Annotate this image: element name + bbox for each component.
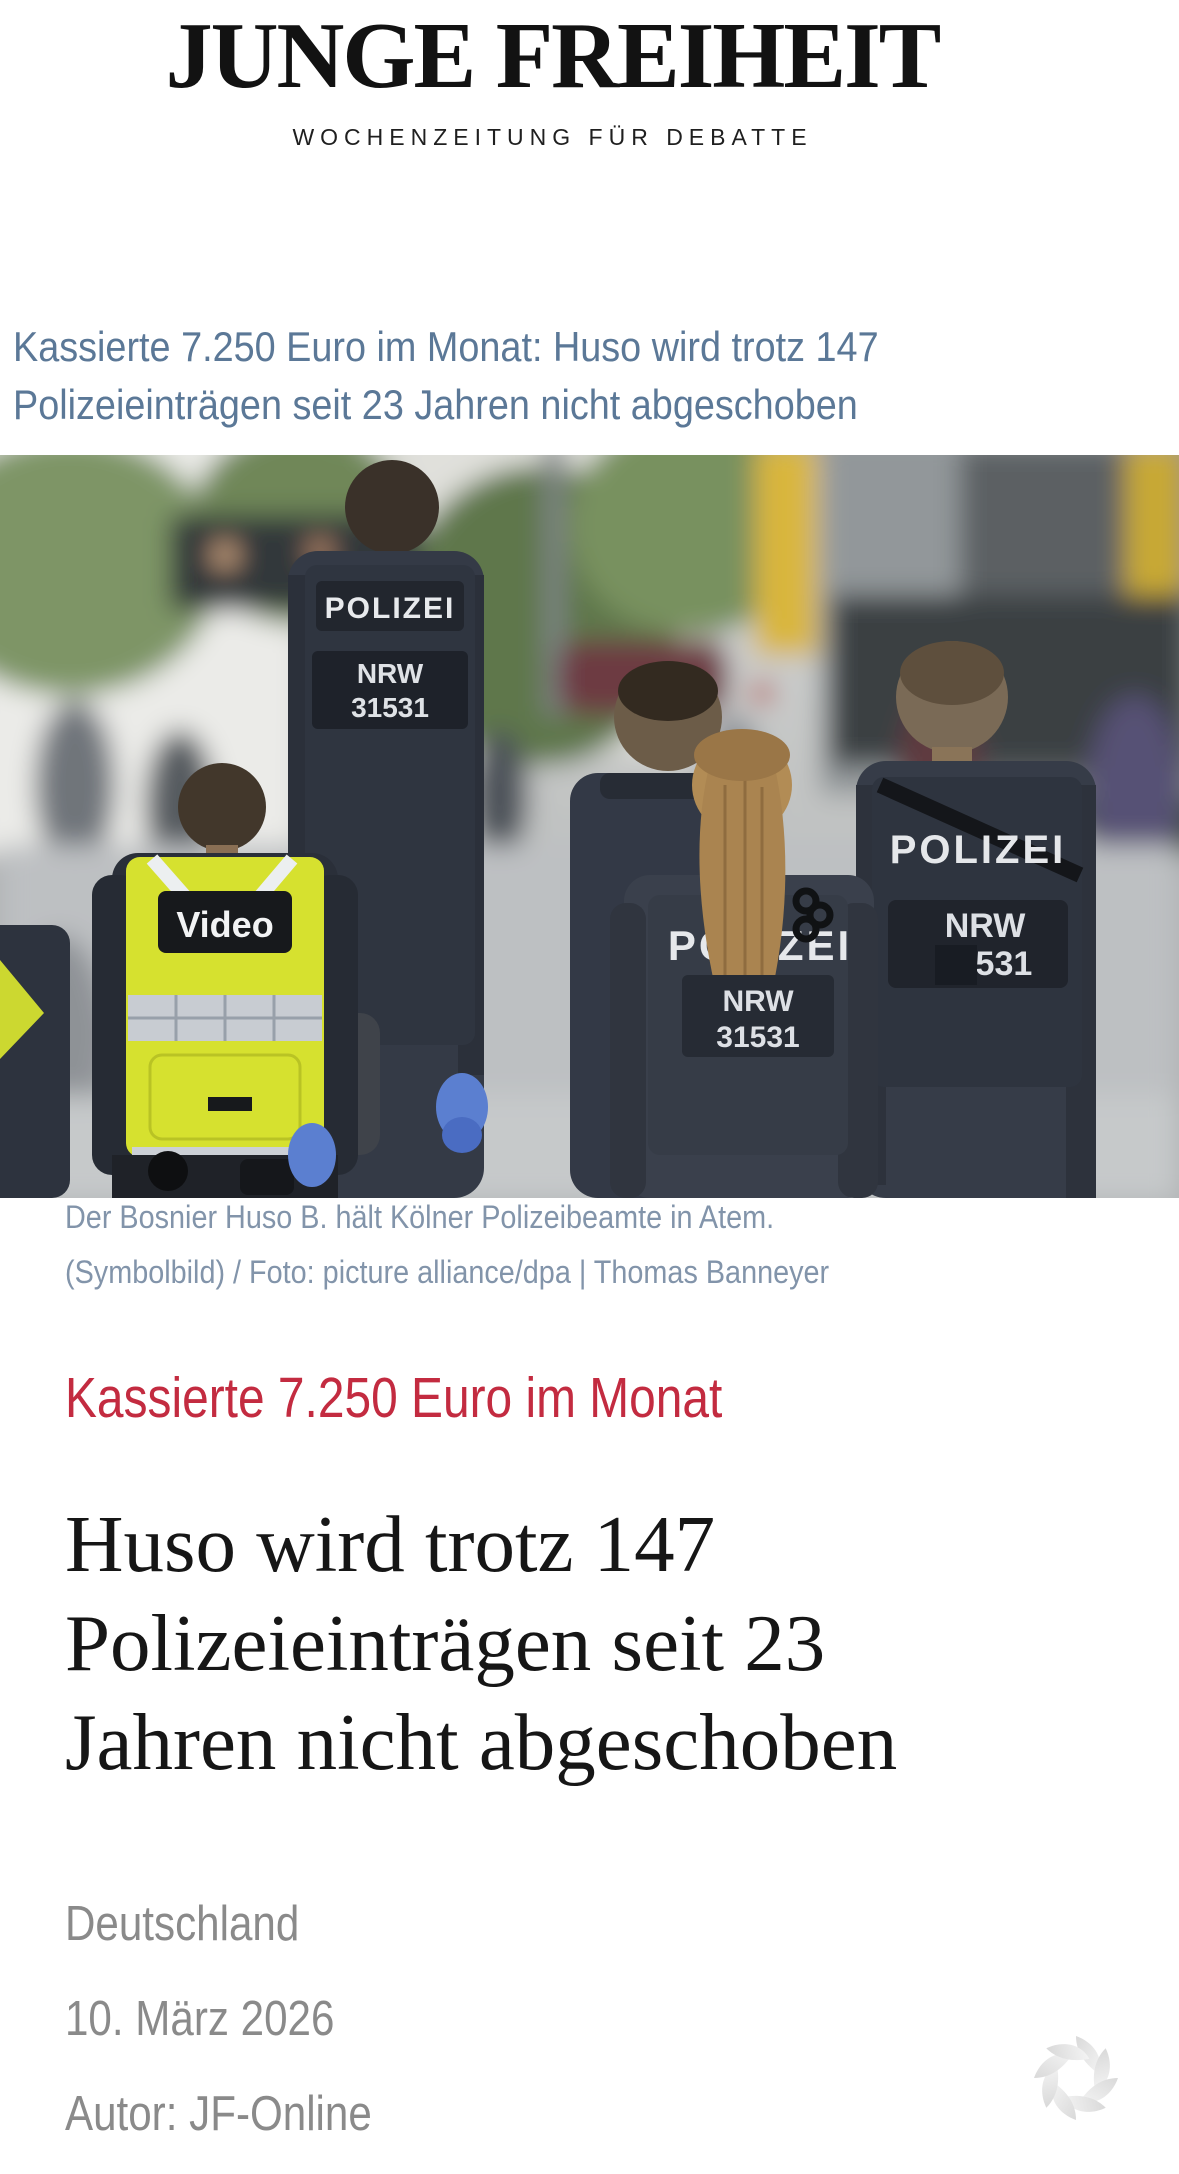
article-headline: Huso wird trotz 147 Polizeieinträgen sei… — [65, 1495, 1165, 1792]
top-article-link-line1: Kassierte 7.250 Euro im Monat: Huso wird… — [13, 323, 879, 370]
camera-shutter-icon — [1024, 2026, 1128, 2130]
article-headline-line2: Polizeieinträgen seit 23 — [65, 1598, 826, 1688]
vest-label-polizei: POLIZEI — [325, 592, 456, 625]
police-officer-figure-video-vest: Video — [92, 763, 358, 1198]
photo-caption-line1: Der Bosnier Huso B. hält Kölner Polizeib… — [65, 1199, 775, 1235]
author-line: Autor: JF-Online — [65, 2087, 372, 2141]
article-photo-illustration: POLIZEI NRW 31531 Video — [0, 455, 1179, 1198]
publish-date: 10. März 2026 — [65, 1992, 335, 2046]
vest-label-number: 31531 — [351, 692, 429, 723]
photo-caption: Der Bosnier Huso B. hält Kölner Polizeib… — [65, 1190, 829, 1300]
police-officer-figure-left-edge — [0, 925, 70, 1198]
article-headline-line3: Jahren nicht abgeschoben — [65, 1697, 898, 1787]
police-officer-figure-ponytail: POLIZEI NRW 31531 — [610, 729, 878, 1198]
photo-caption-line2: (Symbolbild) / Foto: picture alliance/dp… — [65, 1254, 830, 1290]
blue-glove — [288, 1123, 336, 1187]
radio-coil-cord — [792, 887, 820, 915]
vest-label-video: Video — [176, 904, 273, 945]
article-headline-line1: Huso wird trotz 147 — [65, 1499, 716, 1589]
vest-label-nrw: NRW — [945, 907, 1026, 945]
newspaper-logo: JUNGE FREIHEIT — [165, 4, 942, 108]
masthead-tagline: WOCHENZEITUNG FÜR DEBATTE — [292, 124, 813, 150]
category-link[interactable]: Deutschland — [65, 1897, 300, 1951]
article-photo: POLIZEI NRW 31531 Video — [0, 455, 1179, 1198]
article-kicker: Kassierte 7.250 Euro im Monat — [65, 1366, 723, 1430]
top-article-link[interactable]: Kassierte 7.250 Euro im Monat: Huso wird… — [13, 318, 879, 434]
masthead-logo-link[interactable]: JUNGE FREIHEIT — [0, 9, 1105, 130]
police-officer-figure-right: POLIZEI NRW 31531 — [856, 641, 1096, 1198]
vest-label-nrw: NRW — [357, 658, 424, 689]
vest-label-number: 31531 — [716, 1021, 799, 1054]
vest-label-nrw: NRW — [722, 985, 794, 1018]
vest-label-polizei: POLIZEI — [890, 828, 1067, 872]
top-article-link-line2: Polizeieinträgen seit 23 Jahren nicht ab… — [13, 381, 858, 428]
